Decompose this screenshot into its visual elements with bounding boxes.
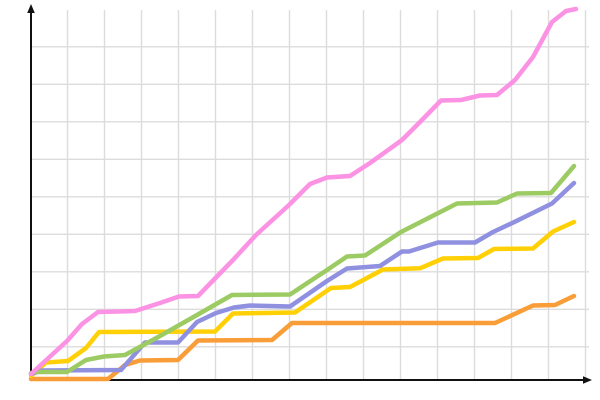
gold-series-line bbox=[28, 219, 577, 379]
pink-series-line bbox=[28, 6, 579, 377]
green-series-line bbox=[28, 163, 577, 376]
x-axis-arrow-icon bbox=[583, 376, 592, 384]
y-axis-arrow-icon bbox=[27, 4, 35, 13]
blue-series-line bbox=[28, 180, 577, 377]
